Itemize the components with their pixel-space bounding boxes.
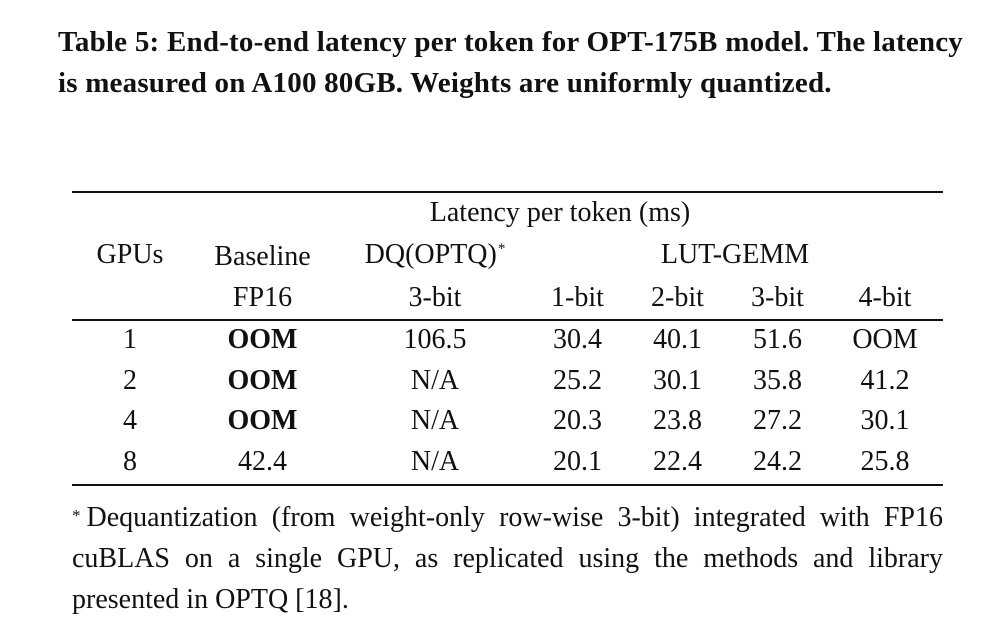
cell-lut-2bit: 22.4 bbox=[653, 446, 702, 477]
cell-lut-4bit: OOM bbox=[852, 324, 918, 355]
column-subheader-dq-3bit: 3-bit bbox=[408, 282, 462, 313]
cell-gpus: 4 bbox=[123, 405, 137, 436]
column-subheader-3bit: 3-bit bbox=[751, 282, 804, 313]
cell-lut-3bit: 51.6 bbox=[753, 324, 802, 355]
column-subheader-4bit: 4-bit bbox=[858, 282, 912, 313]
cell-gpus: 1 bbox=[123, 324, 137, 355]
footnote-text: Dequantization (from weight-only row-wis… bbox=[72, 502, 943, 615]
column-header-dq-label: DQ(OPTQ) bbox=[364, 239, 497, 270]
table-header-rule bbox=[72, 319, 943, 321]
cell-baseline: 42.4 bbox=[238, 446, 287, 477]
cell-baseline: OOM bbox=[227, 324, 298, 355]
cell-gpus: 2 bbox=[123, 365, 137, 396]
cell-lut-2bit: 40.1 bbox=[653, 324, 702, 355]
cell-lut-3bit: 27.2 bbox=[753, 405, 802, 436]
column-subheader-1bit: 1-bit bbox=[551, 282, 604, 313]
cell-baseline: OOM bbox=[227, 405, 298, 436]
cell-dq: 106.5 bbox=[403, 324, 467, 355]
cell-dq: N/A bbox=[410, 405, 460, 436]
cell-lut-3bit: 35.8 bbox=[753, 365, 802, 396]
cell-lut-3bit: 24.2 bbox=[753, 446, 802, 477]
footnote-marker: * bbox=[72, 506, 81, 525]
column-header-baseline: Baseline bbox=[214, 241, 311, 272]
latency-group-header: Latency per token (ms) bbox=[429, 197, 691, 228]
column-subheader-2bit: 2-bit bbox=[651, 282, 704, 313]
cell-lut-2bit: 23.8 bbox=[653, 405, 702, 436]
cell-lut-4bit: 41.2 bbox=[860, 365, 910, 396]
cell-lut-1bit: 20.1 bbox=[553, 446, 602, 477]
column-header-gpus: GPUs bbox=[96, 239, 164, 270]
cell-baseline: OOM bbox=[227, 365, 298, 396]
table-footnote: * Dequantization (from weight-only row-wi… bbox=[72, 497, 943, 620]
column-header-lut-gemm: LUT-GEMM bbox=[660, 239, 810, 270]
cell-lut-4bit: 30.1 bbox=[860, 405, 910, 436]
table-caption: Table 5: End-to-end latency per token fo… bbox=[58, 26, 963, 99]
footnote-marker: * bbox=[497, 241, 506, 257]
table-top-rule bbox=[72, 191, 943, 193]
cell-lut-4bit: 25.8 bbox=[860, 446, 910, 477]
cell-lut-1bit: 30.4 bbox=[553, 324, 602, 355]
cell-lut-1bit: 25.2 bbox=[553, 365, 602, 396]
column-header-dq: DQ(OPTQ)* bbox=[345, 238, 525, 272]
cell-gpus: 8 bbox=[123, 446, 137, 477]
cell-lut-2bit: 30.1 bbox=[653, 365, 702, 396]
column-subheader-fp16: FP16 bbox=[232, 282, 293, 313]
cell-lut-1bit: 20.3 bbox=[553, 405, 602, 436]
cell-dq: N/A bbox=[410, 446, 460, 477]
cell-dq: N/A bbox=[410, 365, 460, 396]
table-bottom-rule bbox=[72, 484, 943, 486]
